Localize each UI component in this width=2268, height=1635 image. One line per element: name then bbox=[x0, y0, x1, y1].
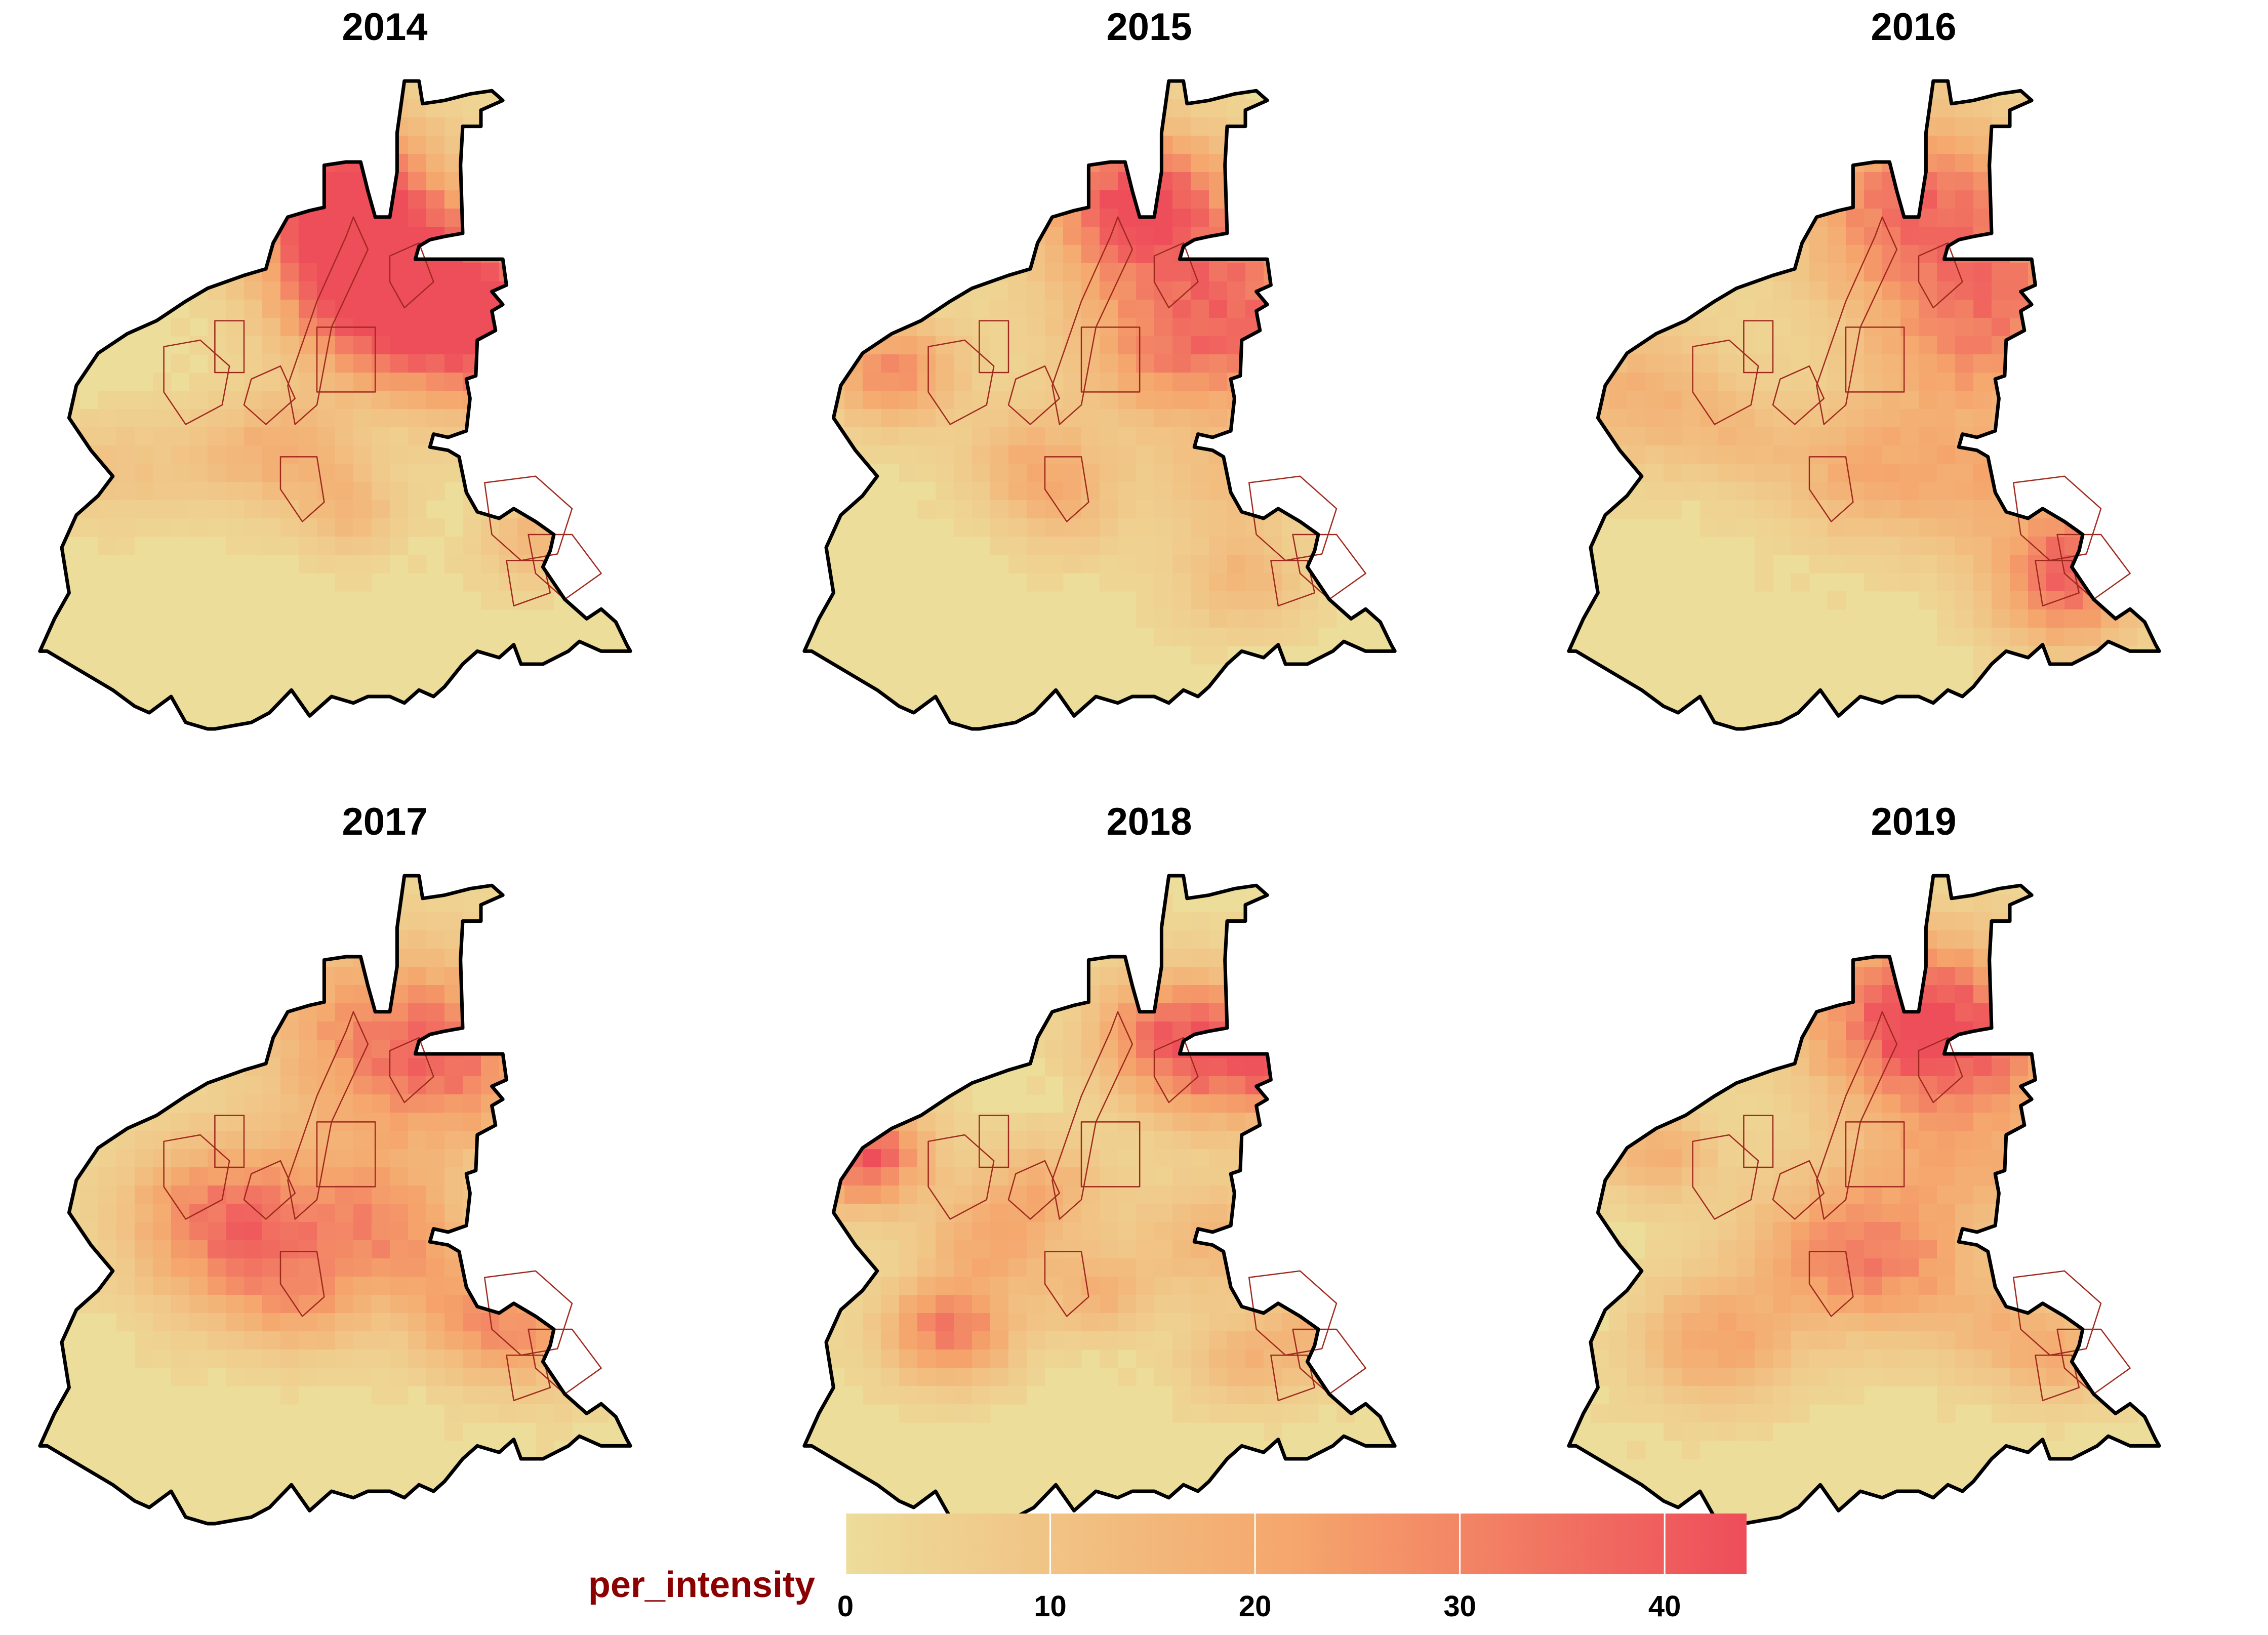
district-boundary bbox=[1772, 365, 1825, 425]
district-boundary bbox=[287, 216, 369, 425]
district-boundary bbox=[389, 242, 434, 309]
district-boundary bbox=[1153, 1037, 1199, 1103]
panel-title-2018: 2018 bbox=[1106, 800, 1192, 843]
district-boundary bbox=[1270, 1354, 1316, 1402]
legend-tick-label: 0 bbox=[837, 1590, 854, 1623]
panel-title-2016: 2016 bbox=[1871, 6, 1957, 49]
intensity-raster bbox=[1568, 876, 2160, 1524]
district-boundary bbox=[979, 320, 1009, 374]
legend-colorbar bbox=[844, 1514, 1747, 1574]
legend-gradient bbox=[844, 1514, 1747, 1574]
district-boundary bbox=[2012, 1270, 2102, 1356]
district-boundary bbox=[927, 339, 995, 425]
district-boundary bbox=[1051, 216, 1133, 425]
legend-tick-label: 40 bbox=[1648, 1590, 1681, 1623]
district-boundary bbox=[2056, 534, 2131, 600]
district-boundary bbox=[1044, 1251, 1089, 1317]
district-boundary bbox=[389, 1037, 434, 1103]
city-boundary bbox=[802, 79, 1397, 731]
legend-tick-label: 30 bbox=[1443, 1590, 1476, 1623]
district-boundary bbox=[316, 1121, 376, 1188]
district-boundary bbox=[287, 1011, 369, 1220]
district-boundary bbox=[163, 339, 230, 425]
district-boundary bbox=[1743, 1115, 1774, 1168]
panel-title-2017: 2017 bbox=[342, 800, 428, 843]
district-boundaries bbox=[927, 216, 1366, 607]
district-boundary bbox=[1248, 475, 1338, 561]
district-boundary bbox=[214, 320, 245, 374]
district-boundary bbox=[1743, 320, 1774, 374]
district-boundary bbox=[483, 475, 573, 561]
district-boundary bbox=[528, 1328, 602, 1395]
legend-tick-label: 10 bbox=[1034, 1590, 1067, 1623]
panel-title-2015: 2015 bbox=[1106, 6, 1192, 49]
district-boundary bbox=[1816, 216, 1898, 425]
district-boundary bbox=[2056, 1328, 2131, 1395]
panel-title-2019: 2019 bbox=[1871, 800, 1957, 843]
city-boundary bbox=[802, 874, 1397, 1526]
city-boundary bbox=[38, 874, 632, 1526]
district-boundary bbox=[243, 1160, 296, 1220]
district-boundary bbox=[1007, 1160, 1061, 1220]
district-boundary bbox=[1007, 365, 1061, 425]
district-boundaries bbox=[1692, 1011, 2131, 1402]
district-boundary bbox=[979, 1115, 1009, 1168]
district-boundary bbox=[483, 1270, 573, 1356]
intensity-map-2019 bbox=[1567, 874, 2161, 1526]
district-boundaries bbox=[163, 1011, 602, 1402]
district-boundary bbox=[1692, 339, 1759, 425]
district-boundaries bbox=[1692, 216, 2131, 607]
district-boundary bbox=[506, 559, 551, 607]
district-boundary bbox=[163, 1134, 230, 1220]
district-boundary bbox=[2035, 1354, 2080, 1402]
district-boundary bbox=[2035, 559, 2080, 607]
district-boundary bbox=[1845, 326, 1905, 393]
district-boundary bbox=[1692, 1134, 1759, 1220]
district-boundaries bbox=[163, 216, 602, 607]
district-boundary bbox=[214, 1115, 245, 1168]
district-boundary bbox=[243, 365, 296, 425]
district-boundary bbox=[1292, 534, 1366, 600]
intensity-raster bbox=[1568, 81, 2160, 729]
intensity-map-2018 bbox=[802, 874, 1397, 1526]
city-boundary bbox=[38, 79, 632, 731]
district-boundaries bbox=[927, 1011, 1366, 1402]
legend-title: per_intensity bbox=[588, 1565, 815, 1605]
intensity-map-2014 bbox=[38, 79, 632, 731]
district-boundary bbox=[1816, 1011, 1898, 1220]
district-boundary bbox=[528, 534, 602, 600]
intensity-map-2016 bbox=[1567, 79, 2161, 731]
district-boundary bbox=[1080, 1121, 1141, 1188]
district-boundary bbox=[1270, 559, 1316, 607]
district-boundary bbox=[279, 456, 325, 522]
district-boundary bbox=[1292, 1328, 1366, 1395]
intensity-map-2017 bbox=[38, 874, 632, 1526]
district-boundary bbox=[1808, 456, 1854, 522]
legend: per_intensity 0 10 20 30 40 bbox=[532, 1514, 1747, 1630]
panel-title-2014: 2014 bbox=[342, 6, 428, 49]
district-boundary bbox=[1080, 326, 1141, 393]
district-boundary bbox=[1248, 1270, 1338, 1356]
district-boundary bbox=[1772, 1160, 1825, 1220]
city-boundary bbox=[1567, 79, 2161, 731]
intensity-map-2015 bbox=[802, 79, 1397, 731]
district-boundary bbox=[927, 1134, 995, 1220]
district-boundary bbox=[2012, 475, 2102, 561]
legend-tick-label: 20 bbox=[1238, 1590, 1272, 1623]
city-boundary bbox=[1567, 874, 2161, 1526]
district-boundary bbox=[1153, 242, 1199, 309]
district-boundary bbox=[1044, 456, 1089, 522]
district-boundary bbox=[279, 1251, 325, 1317]
district-boundary bbox=[1918, 1037, 1963, 1103]
district-boundary bbox=[1918, 242, 1963, 309]
district-boundary bbox=[1051, 1011, 1133, 1220]
district-boundary bbox=[1808, 1251, 1854, 1317]
district-boundary bbox=[1845, 1121, 1905, 1188]
district-boundary bbox=[316, 326, 376, 393]
district-boundary bbox=[506, 1354, 551, 1402]
